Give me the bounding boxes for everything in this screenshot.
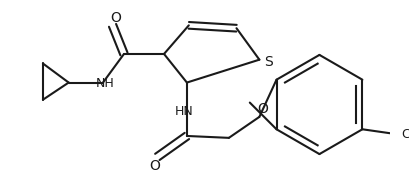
- Text: HN: HN: [175, 105, 193, 118]
- Text: O: O: [149, 159, 160, 174]
- Text: NH: NH: [96, 77, 114, 90]
- Text: Cl: Cl: [401, 127, 409, 141]
- Text: O: O: [110, 11, 121, 25]
- Text: O: O: [257, 102, 267, 116]
- Text: S: S: [265, 55, 273, 69]
